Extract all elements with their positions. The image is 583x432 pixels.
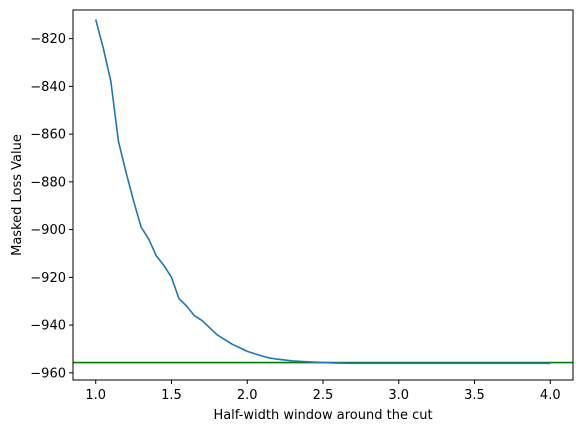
x-tick-label: 3.5 bbox=[464, 388, 485, 403]
x-tick-label: 1.5 bbox=[161, 388, 182, 403]
y-tick-label: −900 bbox=[30, 223, 66, 238]
plot-background bbox=[73, 10, 573, 380]
x-tick-label: 1.0 bbox=[85, 388, 106, 403]
y-tick-label: −960 bbox=[30, 366, 66, 381]
plot-frame bbox=[72, 9, 574, 381]
x-tick-label: 3.0 bbox=[388, 388, 409, 403]
x-tick-label: 2.5 bbox=[313, 388, 334, 403]
data-marks bbox=[73, 19, 573, 365]
x-tick-label: 2.0 bbox=[237, 388, 258, 403]
y-tick-label: −840 bbox=[30, 80, 66, 95]
y-axis-label: Masked Loss Value bbox=[10, 134, 25, 256]
ticks: 1.0 1.5 2.0 2.5 3.0 3.5 4.0 −820 −840 −860 −880 −90… bbox=[30, 32, 560, 403]
y-tick-label: −920 bbox=[30, 271, 66, 286]
x-axis-label: Half-width window around the cut bbox=[213, 408, 432, 423]
series-line bbox=[94, 19, 551, 365]
y-tick-label: −820 bbox=[30, 32, 66, 47]
y-tick-label: −940 bbox=[30, 319, 66, 334]
x-tick-label: 4.0 bbox=[540, 388, 561, 403]
y-tick-label: −860 bbox=[30, 128, 66, 143]
y-tick-label: −880 bbox=[30, 175, 66, 190]
